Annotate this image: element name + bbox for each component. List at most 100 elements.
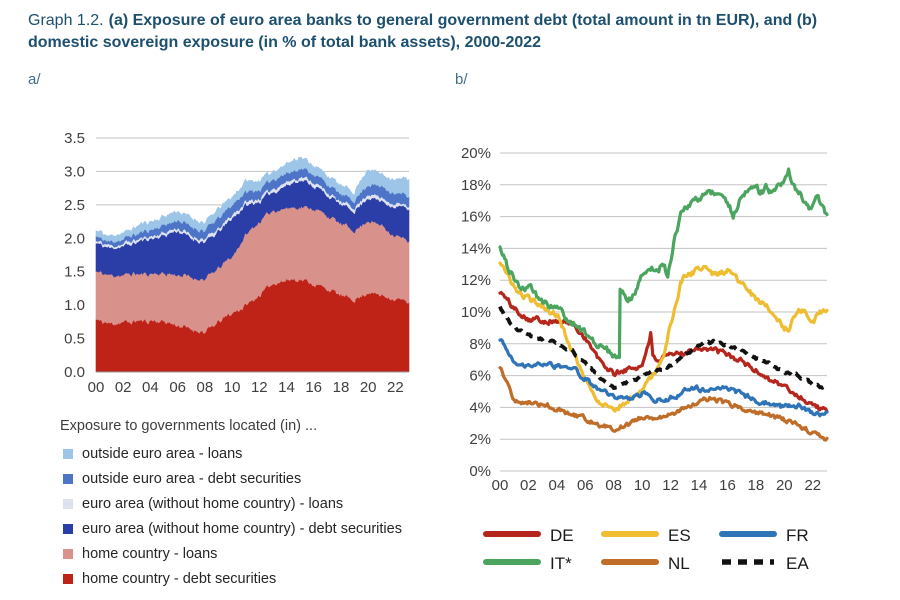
legend-label: outside euro area - debt securities <box>82 470 302 487</box>
line-FR <box>498 338 829 418</box>
x-tick-label: 02 <box>520 477 537 494</box>
line-ES <box>498 261 829 413</box>
ea-debt-securities-swatch-icon <box>63 523 73 534</box>
line-EA <box>498 305 828 393</box>
swatch-line-svg <box>722 559 774 565</box>
legend-label: IT* <box>550 554 572 573</box>
x-tick-label: 16 <box>305 379 322 396</box>
x-tick-label: 20 <box>360 379 377 396</box>
line-NL <box>498 366 829 442</box>
x-tick-label: 12 <box>662 477 679 494</box>
y-tick-label: 16% <box>461 209 491 226</box>
x-tick-label: 00 <box>88 379 105 396</box>
nl-line-swatch-icon <box>601 555 659 573</box>
legend-item-outside-ea-loans: outside euro area - loans <box>60 441 402 466</box>
y-tick-label: 8% <box>469 336 491 353</box>
line-IT* <box>498 167 829 360</box>
ea-loans-swatch-icon <box>63 498 73 509</box>
y-tick-label: 2.0 <box>64 230 85 247</box>
legend-item-it: IT* <box>483 554 601 574</box>
y-tick-label: 1.5 <box>64 264 85 281</box>
x-tick-label: 02 <box>115 379 132 396</box>
area-outside-ea-loans <box>95 156 410 243</box>
legend-label: EA <box>786 554 809 573</box>
panel-b-label: b/ <box>455 71 468 88</box>
y-tick-label: 3.0 <box>64 163 85 180</box>
legend-label: outside euro area - loans <box>82 445 243 462</box>
y-tick-label: 10% <box>461 304 491 321</box>
ea-line-swatch-icon <box>719 555 777 573</box>
x-tick-label: 12 <box>251 379 268 396</box>
x-tick-label: 22 <box>387 379 404 396</box>
page-title: Graph 1.2. (a) Exposure of euro area bank… <box>28 10 876 54</box>
legend-item-ea-loans: euro area (without home country) - loans <box>60 491 402 516</box>
x-tick-label: 22 <box>804 477 821 494</box>
legend-label: euro area (without home country) - debt … <box>82 520 402 537</box>
y-tick-label: 0.0 <box>64 364 85 381</box>
legend-item-es: ES <box>601 526 719 546</box>
legend-item-ea-debt-securities: euro area (without home country) - debt … <box>60 516 402 541</box>
outside-ea-debt-securities-swatch-icon <box>63 473 73 484</box>
swatch-line-svg <box>601 559 659 565</box>
it-line-swatch-icon <box>483 555 541 573</box>
chart-b-legend: DE ES FR IT* NL EA <box>483 526 837 574</box>
legend-label: home country - loans <box>82 545 218 562</box>
y-tick-label: 2% <box>469 431 491 448</box>
y-tick-label: 3.5 <box>64 130 85 147</box>
swatch-line-svg <box>483 531 541 537</box>
legend-item-outside-ea-debt-securities: outside euro area - debt securities <box>60 466 402 491</box>
x-tick-label: 08 <box>605 477 622 494</box>
x-tick-label: 14 <box>691 477 708 494</box>
y-tick-label: 12% <box>461 272 491 289</box>
legend-label: DE <box>550 526 574 545</box>
swatch-line-svg <box>601 531 659 537</box>
x-tick-label: 00 <box>492 477 509 494</box>
fr-line-swatch-icon <box>719 527 777 545</box>
chart-a-stacked-area: 0.0 0.5 1.0 1.5 2.0 2.5 3.0 3.5 00 02 04 06 08 10 12 14… <box>64 130 410 396</box>
y-tick-label: 1.0 <box>64 297 85 314</box>
y-tick-label: 18% <box>461 177 491 194</box>
chart-a-legend-title: Exposure to governments located (in) ... <box>60 418 318 434</box>
legend-item-home-loans: home country - loans <box>60 541 402 566</box>
chart-b-line-chart: 0% 2% 4% 6% 8% 10% 12% 14% 16% 18% 20% 00 02 04 06 08 10… <box>461 145 829 494</box>
x-tick-label: 04 <box>549 477 566 494</box>
y-tick-label: 0.5 <box>64 331 85 348</box>
legend-item-nl: NL <box>601 554 719 574</box>
legend-item-home-debt-securities: home country - debt securities <box>60 566 402 591</box>
x-tick-label: 18 <box>333 379 350 396</box>
legend-item-fr: FR <box>719 526 837 546</box>
chart-a-legend: Exposure to governments located (in) ...… <box>60 418 402 591</box>
home-debt-securities-swatch-icon <box>63 573 73 584</box>
graph-title-text: (a) Exposure of euro area banks to gener… <box>28 12 818 51</box>
panel-a-label: a/ <box>28 71 41 88</box>
y-tick-label: 4% <box>469 399 491 416</box>
graph-number: Graph 1.2. <box>28 12 104 29</box>
x-tick-label: 18 <box>748 477 765 494</box>
swatch-line-svg <box>483 559 541 565</box>
x-tick-label: 06 <box>169 379 186 396</box>
home-loans-swatch-icon <box>63 548 73 559</box>
x-tick-label: 20 <box>776 477 793 494</box>
x-tick-label: 16 <box>719 477 736 494</box>
y-tick-label: 2.5 <box>64 197 85 214</box>
y-tick-label: 20% <box>461 145 491 162</box>
legend-label: NL <box>668 554 690 573</box>
de-line-swatch-icon <box>483 527 541 545</box>
legend-label: euro area (without home country) - loans <box>82 495 344 512</box>
x-tick-label: 06 <box>577 477 594 494</box>
y-tick-label: 14% <box>461 240 491 257</box>
x-tick-label: 10 <box>224 379 241 396</box>
legend-label: FR <box>786 526 809 545</box>
x-tick-label: 08 <box>197 379 214 396</box>
x-tick-label: 04 <box>142 379 159 396</box>
swatch-line-svg <box>719 531 777 537</box>
legend-item-de: DE <box>483 526 601 546</box>
legend-label: home country - debt securities <box>82 570 277 587</box>
x-tick-label: 14 <box>278 379 295 396</box>
y-tick-label: 6% <box>469 368 491 385</box>
es-line-swatch-icon <box>601 527 659 545</box>
x-tick-label: 10 <box>634 477 651 494</box>
outside-ea-loans-swatch-icon <box>63 448 73 459</box>
y-tick-label: 0% <box>469 463 491 480</box>
